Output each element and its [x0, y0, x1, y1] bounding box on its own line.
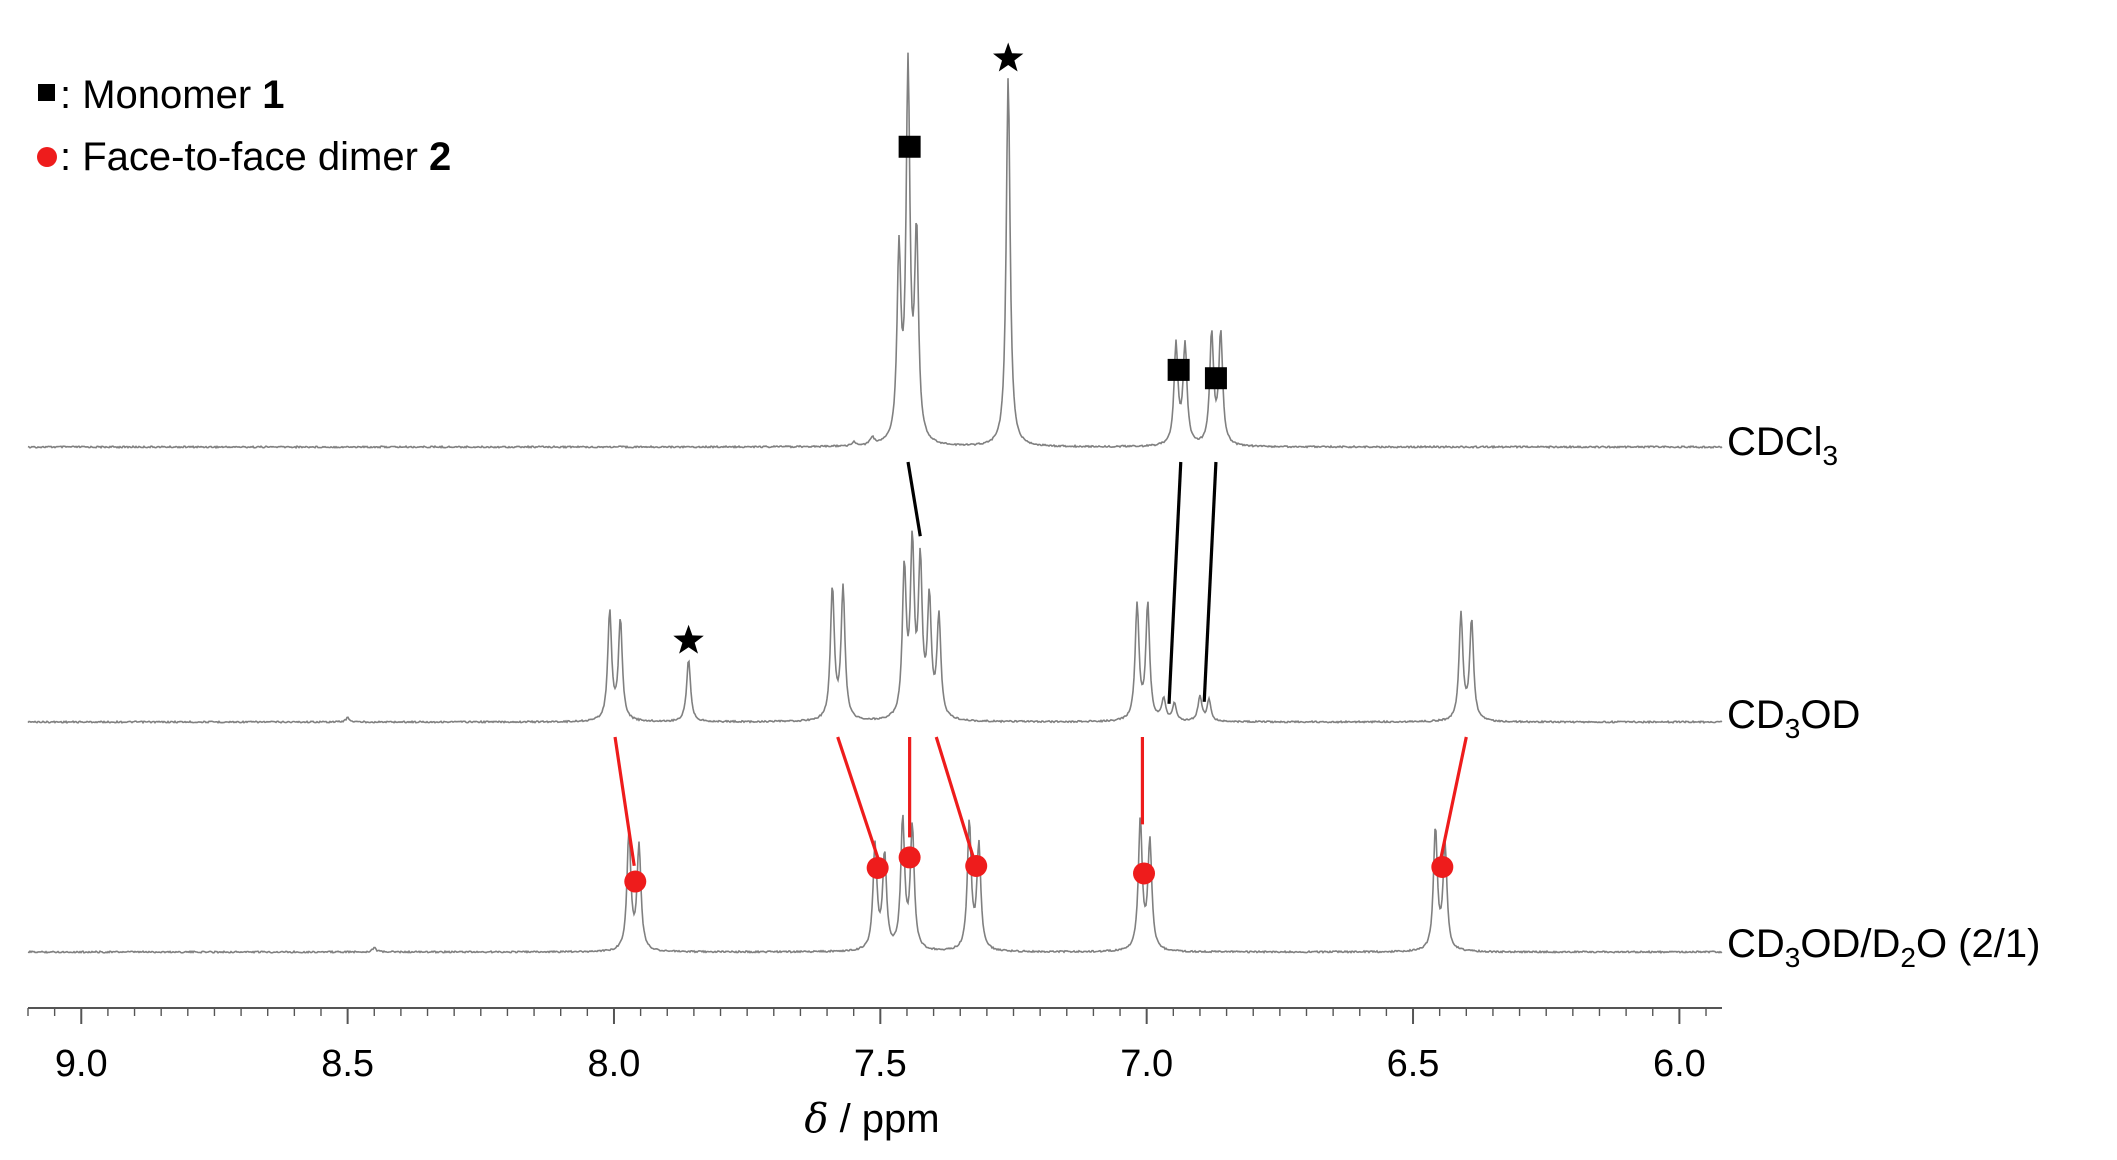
series-label-part: CD [1727, 922, 1785, 966]
correlation-line [1438, 736, 1468, 862]
dimer-marker [1431, 856, 1454, 879]
x-tick-label: 6.0 [1653, 1043, 1706, 1085]
spectrum-trace-1 [27, 530, 1723, 725]
legend-monomer-marker [38, 84, 55, 101]
series-label-2: CD3OD/D2O (2/1) [1727, 922, 2040, 973]
x-axis: 9.0 8.5 8.0 7.5 7.0 6.5 6.0 [27, 1007, 1722, 1085]
dimer-marker [898, 846, 921, 869]
monomer-marker [898, 135, 921, 158]
series-label-part: 2 [1900, 942, 1916, 973]
spectra-layer [27, 52, 1723, 954]
x-axis-title: δ / ppm [804, 1096, 939, 1142]
spectrum-trace-2 [27, 814, 1723, 954]
series-label-part: OD [1800, 693, 1860, 737]
series-label-part: O (2/1) [1916, 922, 2040, 966]
series-label-1: CD3OD [1727, 693, 1860, 744]
series-label-part: CD [1727, 693, 1785, 737]
series-label-part: 3 [1785, 942, 1801, 973]
dimer-marker [965, 854, 988, 877]
x-tick-label: 7.5 [854, 1043, 907, 1085]
series-label-0: CDCl3 [1727, 420, 1838, 471]
x-tick-label: 8.0 [588, 1043, 641, 1085]
correlation-line [613, 736, 636, 867]
spectrum-trace-0 [27, 52, 1723, 450]
x-tick-label: 8.5 [321, 1043, 374, 1085]
dimer-marker [866, 856, 889, 879]
legend-monomer-label: : Monomer 1 [60, 73, 285, 117]
dimer-marker [624, 870, 647, 893]
monomer-marker [1204, 367, 1227, 390]
legend: : Monomer 1 : Face-to-face dimer 2 [37, 73, 451, 179]
solvent-star-marker [673, 624, 704, 654]
dimer-marker [1133, 862, 1156, 885]
legend-dimer-label: : Face-to-face dimer 2 [60, 135, 451, 179]
legend-dimer-marker [37, 147, 57, 167]
correlation-line [934, 736, 976, 859]
series-label-part: CDCl [1727, 420, 1823, 464]
correlation-lines [613, 461, 1468, 867]
x-tick-label: 7.0 [1120, 1043, 1173, 1085]
solvent-star-marker [993, 42, 1024, 72]
x-tick-label: 9.0 [55, 1043, 108, 1085]
monomer-marker [1167, 358, 1190, 381]
series-label-part: 3 [1823, 440, 1839, 471]
correlation-line [906, 461, 922, 537]
x-tick-label: 6.5 [1387, 1043, 1440, 1085]
series-label-part: 3 [1785, 713, 1801, 744]
correlation-line [1167, 461, 1183, 704]
correlation-line [1202, 461, 1218, 702]
correlation-line [836, 736, 881, 862]
series-label-part: OD/D [1800, 922, 1900, 966]
peak-markers [624, 42, 1454, 893]
